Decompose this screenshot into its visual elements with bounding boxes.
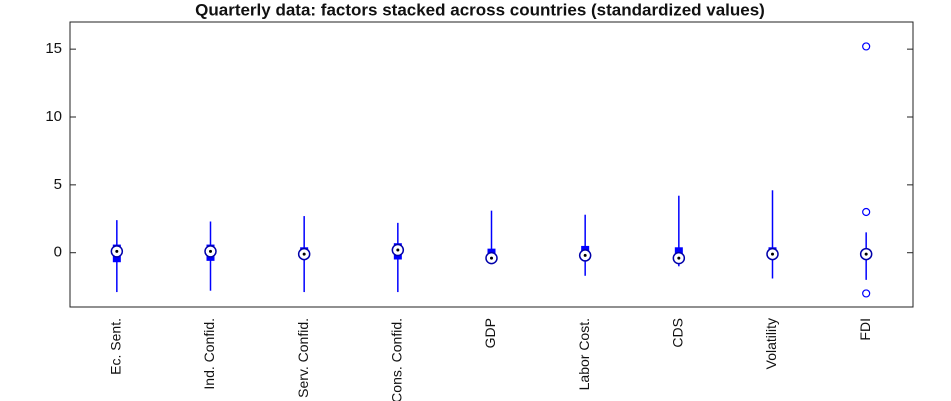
y-tick-label: 15 xyxy=(45,40,62,57)
x-tick-label: FDI xyxy=(857,318,873,341)
median-dot xyxy=(209,249,212,253)
outlier xyxy=(862,207,871,217)
y-tick-label: 10 xyxy=(45,108,62,125)
x-tick-label: GDP xyxy=(482,318,498,348)
median-dot xyxy=(490,256,493,260)
median-dot xyxy=(396,248,400,252)
median-dot xyxy=(864,252,868,256)
plot-frame xyxy=(69,21,914,308)
median-dot xyxy=(115,249,119,253)
x-tick-label: Ec. Sent. xyxy=(108,318,124,375)
x-tick-label: Ind. Confid. xyxy=(201,318,217,390)
x-tick-label: Serv. Confid. xyxy=(295,318,311,398)
outlier xyxy=(862,42,871,51)
median-dot xyxy=(302,252,306,256)
chart-title: Quarterly data: factors stacked across c… xyxy=(195,0,765,19)
y-tick-label: 5 xyxy=(54,176,62,193)
x-tick-label: CDS xyxy=(670,318,686,348)
x-tick-label: Cons. Confid. xyxy=(389,318,405,401)
median-dot xyxy=(583,253,587,257)
median-dot xyxy=(771,252,774,256)
y-tick-label: 0 xyxy=(54,244,62,261)
median-dot xyxy=(677,256,681,260)
x-tick-label: Labor Cost. xyxy=(576,318,592,390)
outlier xyxy=(862,289,871,298)
x-tick-label: Volatility xyxy=(763,318,779,369)
